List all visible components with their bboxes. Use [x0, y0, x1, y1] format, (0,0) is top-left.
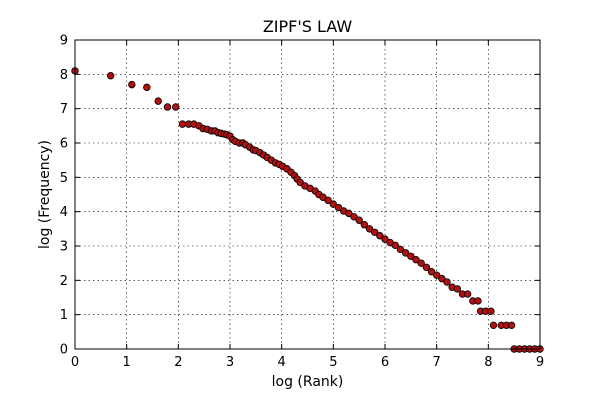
data-point [360, 221, 369, 229]
data-point [128, 80, 136, 89]
data-point [412, 256, 420, 264]
y-tick-label: 2 [60, 274, 68, 289]
data-point [507, 321, 516, 330]
data-point [438, 274, 446, 283]
y-tick-label: 1 [60, 308, 68, 323]
data-point [334, 203, 343, 212]
grid-lines [75, 40, 540, 349]
y-tick-label: 0 [60, 343, 68, 358]
x-tick-label: 7 [433, 355, 441, 370]
data-point [432, 271, 441, 279]
data-point [370, 228, 379, 236]
y-tick-label: 8 [60, 68, 68, 83]
data-point [487, 307, 495, 315]
y-tick-label: 7 [60, 102, 68, 117]
y-tick-label: 9 [60, 34, 68, 49]
data-point [143, 83, 151, 92]
data-point [453, 285, 462, 293]
data-point [381, 235, 389, 243]
data-point [417, 259, 425, 267]
x-tick-label: 9 [536, 355, 544, 370]
data-point [172, 103, 180, 111]
x-axis-title: log (Rank) [272, 374, 344, 390]
data-point [163, 103, 172, 111]
x-tick-label: 4 [278, 355, 286, 370]
data-point [422, 263, 431, 271]
data-point [178, 120, 187, 128]
data-point [350, 213, 358, 221]
data-point [463, 290, 472, 298]
y-tick-label: 6 [60, 137, 68, 152]
data-point [345, 209, 353, 218]
data-point [391, 241, 400, 250]
data-point [474, 297, 482, 305]
chart-title: ZIPF'S LAW [263, 17, 353, 36]
data-point [329, 200, 338, 208]
data-point [106, 72, 115, 80]
x-tick-label: 8 [484, 355, 492, 370]
x-tick-label: 2 [174, 355, 182, 370]
data-point [154, 97, 162, 105]
plot-frame [74, 39, 541, 350]
data-point [324, 196, 332, 205]
data-point [365, 225, 374, 233]
x-tick-label: 6 [381, 355, 389, 370]
data-points [71, 67, 544, 353]
data-point [355, 216, 363, 224]
data-point [401, 249, 410, 257]
y-tick-label: 3 [60, 240, 68, 255]
data-point [376, 231, 384, 240]
data-point [443, 278, 451, 286]
y-tick-label: 4 [60, 205, 68, 220]
axis-ticks: 0 1 2 3 4 5 6 7 8 9 0 1 2 3 4 5 6 7 8 9 [60, 34, 544, 371]
x-tick-label: 0 [71, 355, 79, 370]
data-point [396, 245, 405, 254]
data-point [407, 252, 415, 260]
y-tick-label: 5 [60, 171, 68, 186]
x-tick-label: 3 [226, 355, 234, 370]
x-tick-label: 1 [123, 355, 131, 370]
data-point [427, 268, 436, 276]
y-axis-title: log (Frequency) [37, 140, 53, 249]
x-tick-label: 5 [329, 355, 337, 370]
data-point [489, 321, 498, 330]
